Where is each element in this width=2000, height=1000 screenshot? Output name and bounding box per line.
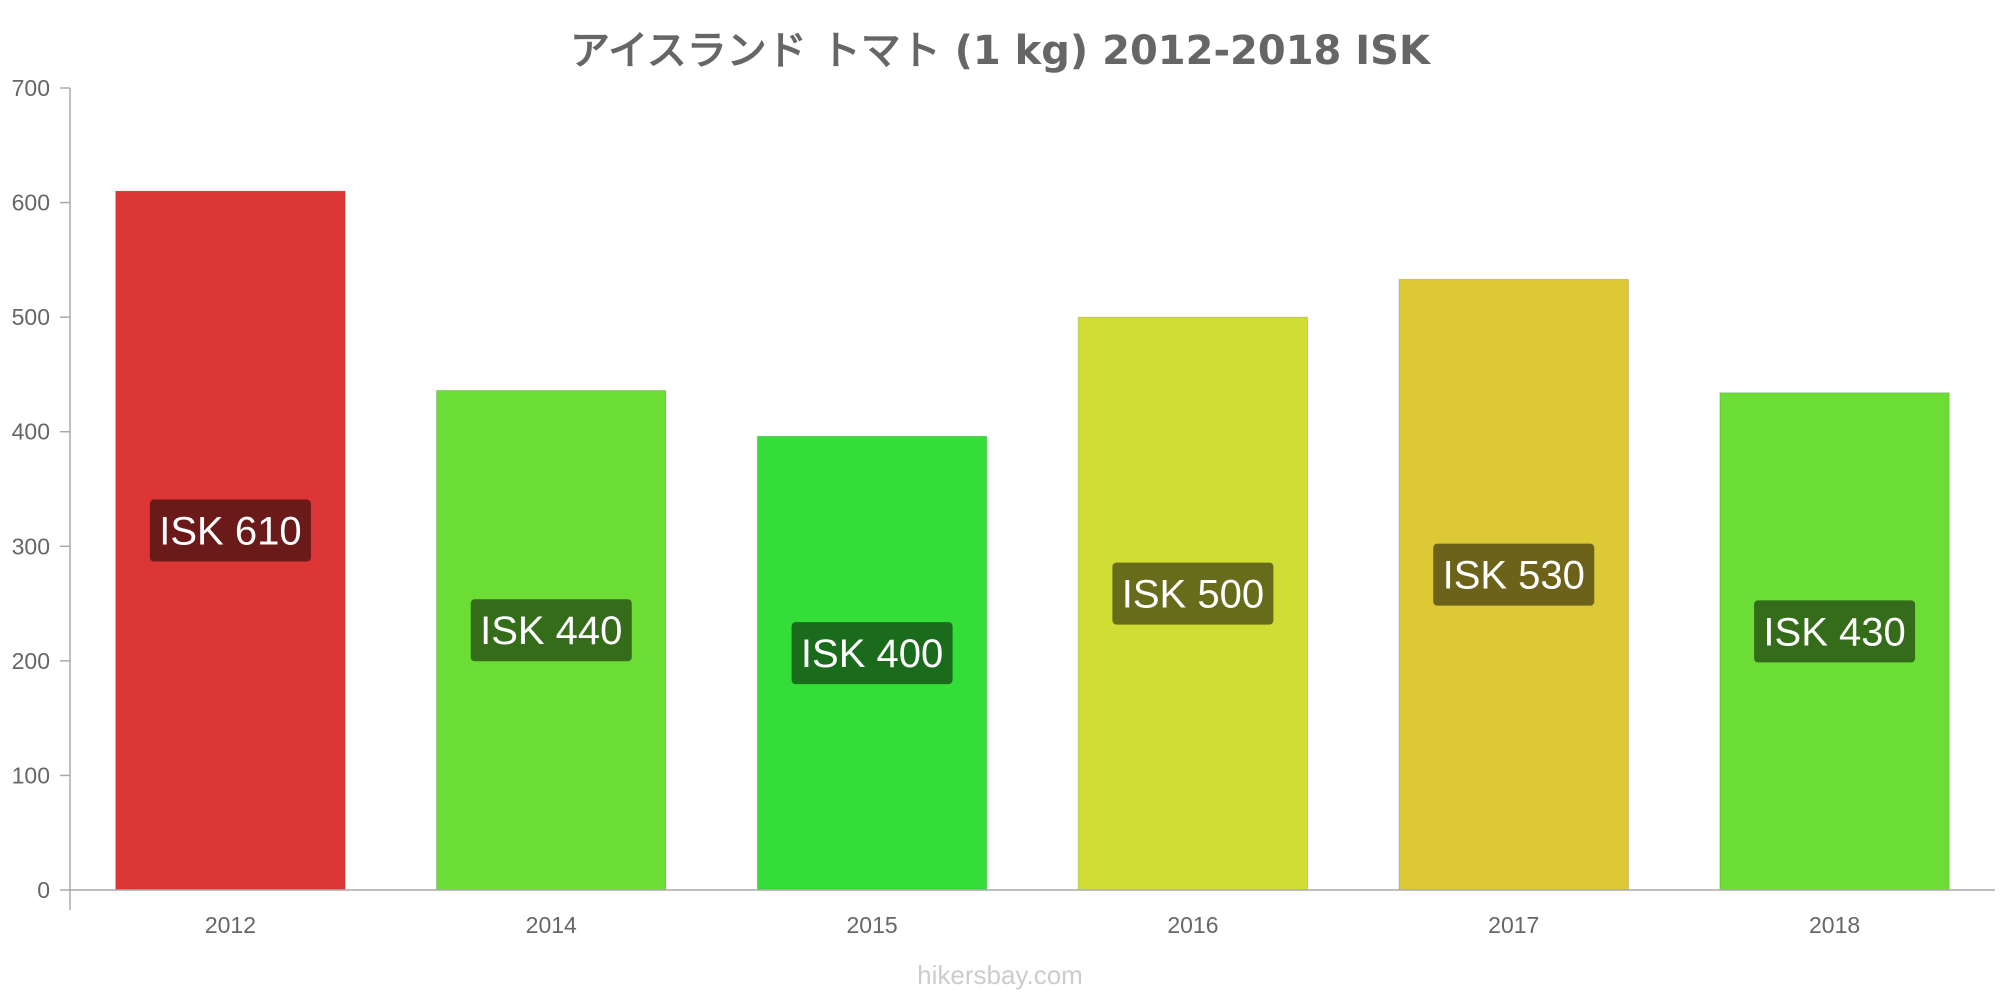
y-tick-label: 200 xyxy=(12,648,50,674)
x-tick-label: 2012 xyxy=(205,912,256,938)
y-tick-label: 100 xyxy=(12,762,50,788)
watermark: hikersbay.com xyxy=(917,960,1083,990)
y-tick-label: 600 xyxy=(12,190,50,216)
chart-title: アイスランド トマト (1 kg) 2012-2018 ISK xyxy=(569,28,1430,74)
x-tick-label: 2017 xyxy=(1488,912,1539,938)
data-label: ISK 530 xyxy=(1443,554,1585,598)
data-label-box xyxy=(470,599,632,662)
data-label: ISK 440 xyxy=(480,609,622,653)
data-label-box xyxy=(1754,600,1916,663)
x-tick-label: 2018 xyxy=(1809,912,1860,938)
x-tick-label: 2015 xyxy=(846,912,897,938)
y-tick-label: 700 xyxy=(12,75,50,101)
data-label: ISK 400 xyxy=(801,632,943,676)
data-label-box xyxy=(1112,562,1274,625)
y-tick-label: 0 xyxy=(37,877,50,903)
bars xyxy=(115,190,1950,891)
data-label: ISK 500 xyxy=(1122,573,1264,617)
x-tick-label: 2014 xyxy=(526,912,577,938)
x-axis: 2012 2014 2015 2016 2017 2018 xyxy=(70,889,1995,938)
data-label: ISK 430 xyxy=(1763,610,1905,654)
y-tick-label: 300 xyxy=(12,533,50,559)
data-label-box xyxy=(791,622,953,685)
data-labels: ISK 610 ISK 440 ISK 400 ISK 500 ISK 530 ISK 4… xyxy=(149,499,1916,685)
y-axis: 0 100 200 300 400 500 600 700 xyxy=(12,75,71,910)
data-label: ISK 610 xyxy=(159,510,301,554)
y-tick-label: 500 xyxy=(12,304,50,330)
y-tick-label: 400 xyxy=(12,419,50,445)
x-tick-label: 2016 xyxy=(1167,912,1218,938)
data-label-box xyxy=(149,499,311,562)
data-label-box xyxy=(1433,543,1595,606)
